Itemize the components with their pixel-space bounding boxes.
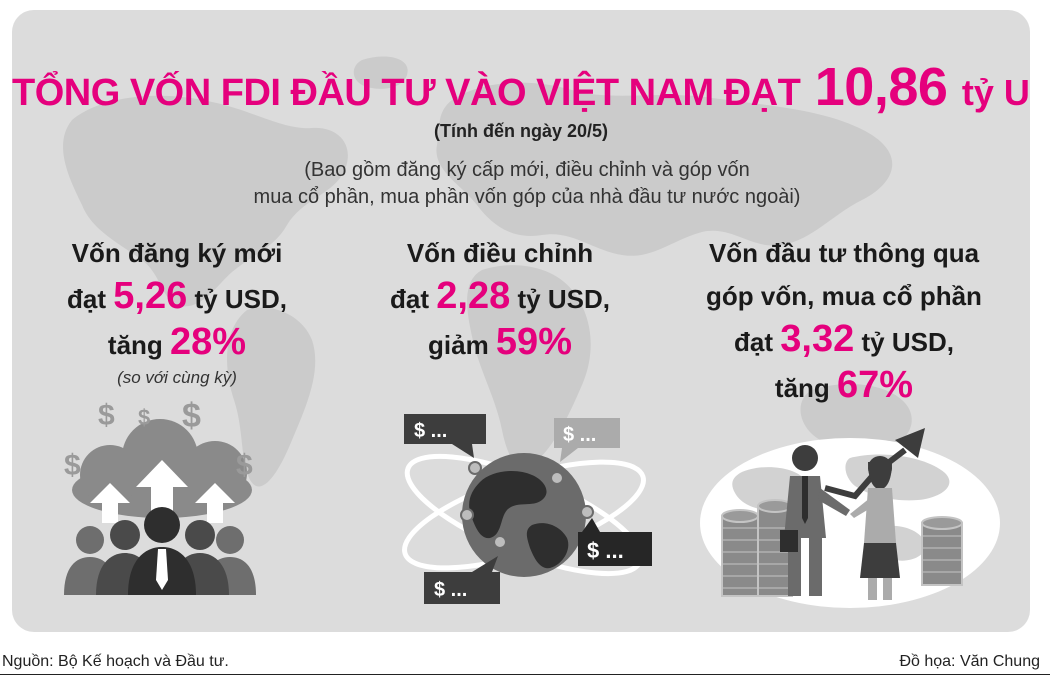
- reach-word: đạt: [67, 284, 107, 314]
- new-registration-change: 28%: [170, 321, 247, 363]
- share-purchase-heading-line1: Vốn đầu tư thông qua: [708, 238, 980, 268]
- adjusted-capital-change: 59%: [495, 321, 572, 363]
- money-bubble-top-left: $ ...: [404, 414, 486, 458]
- title-prefix: TỔNG VỐN FDI ĐẦU TƯ VÀO VIỆT NAM ĐẠT: [12, 72, 801, 114]
- globe-illustration: $ ... $ ... $ ... $ ...: [402, 414, 652, 604]
- change-word: tăng: [107, 330, 163, 360]
- date-note: (Tính đến ngày 20/5): [433, 121, 609, 141]
- dollar-sign-2: $: [138, 405, 150, 430]
- scope-note-line1: (Bao gồm đăng ký cấp mới, điều chỉnh và …: [304, 159, 750, 181]
- businessman-icon: [780, 445, 850, 596]
- reach-word: đạt: [390, 284, 430, 314]
- money-bubble-bottom-right: $ ...: [578, 518, 652, 566]
- growth-arrow-icon: [895, 428, 925, 458]
- new-registration-block: Vốn đăng ký mới đạt 5,26 tỷ USD, tăng 28…: [32, 232, 322, 389]
- world-map-background: [63, 56, 912, 487]
- new-registration-value: 5,26: [113, 275, 188, 317]
- handshake-illustration: [700, 428, 1000, 608]
- scope-note-line2: mua cổ phần, mua phần vốn góp của nhà đầ…: [253, 186, 801, 208]
- adjusted-capital-heading: Vốn điều chỉnh: [406, 238, 594, 268]
- share-purchase-heading-line2: góp vốn, mua cổ phần: [706, 281, 982, 311]
- graphic-credit: Đồ họa: Văn Chung: [899, 653, 1040, 670]
- bubble-text: $ ...: [563, 424, 596, 446]
- bubble-text: $ ...: [414, 420, 447, 442]
- dollar-sign-3: $: [182, 397, 201, 435]
- share-purchase-change: 67%: [837, 364, 914, 406]
- unit-label: tỷ USD,: [517, 284, 610, 314]
- money-bubble-bottom-left: $ ...: [424, 556, 500, 604]
- adjusted-capital-value: 2,28: [436, 275, 511, 317]
- reach-word: đạt: [734, 327, 774, 357]
- adjusted-capital-block: Vốn điều chỉnh đạt 2,28 tỷ USD, giảm 59%: [350, 232, 650, 367]
- infographic-card: TỔNG VỐN FDI ĐẦU TƯ VÀO VIỆT NAM ĐẠT 10,…: [12, 10, 1030, 632]
- arrow-up-icon: [195, 483, 235, 523]
- share-purchase-block: Vốn đầu tư thông qua góp vốn, mua cổ phầ…: [674, 232, 1014, 410]
- money-bubble-top-right: $ ...: [554, 418, 620, 462]
- investors-illustration: $ $ $ $ $: [64, 397, 256, 595]
- change-word: giảm: [428, 330, 489, 360]
- title-value: 10,86: [814, 57, 948, 117]
- share-purchase-change-line: tăng 67%: [674, 364, 1014, 410]
- share-purchase-value: 3,32: [780, 318, 855, 360]
- dollar-sign-5: $: [236, 449, 253, 482]
- businesswoman-icon: [850, 456, 900, 600]
- unit-label: tỷ USD,: [194, 284, 287, 314]
- scope-note: (Bao gồm đăng ký cấp mới, điều chỉnh và …: [182, 157, 872, 211]
- bubble-text: $ ...: [587, 538, 624, 563]
- unit-label: tỷ USD,: [861, 327, 954, 357]
- change-word: tăng: [774, 373, 830, 403]
- new-registration-change-line: tăng 28%: [32, 321, 322, 367]
- source-note: Nguồn: Bộ Kế hoạch và Đầu tư.: [2, 653, 229, 670]
- arrow-up-icon: [90, 483, 130, 523]
- new-registration-value-line: đạt 5,26 tỷ USD,: [32, 275, 322, 321]
- comparison-note: (so với cùng kỳ): [117, 368, 237, 387]
- arrow-up-icon: [136, 460, 188, 520]
- adjusted-capital-change-line: giảm 59%: [350, 321, 650, 367]
- dollar-sign-4: $: [64, 449, 81, 482]
- new-registration-heading: Vốn đăng ký mới: [71, 238, 283, 268]
- main-title: TỔNG VỐN FDI ĐẦU TƯ VÀO VIỆT NAM ĐẠT 10,…: [12, 56, 1030, 118]
- dollar-sign-1: $: [98, 399, 115, 432]
- adjusted-capital-value-line: đạt 2,28 tỷ USD,: [350, 275, 650, 321]
- share-purchase-value-line: đạt 3,32 tỷ USD,: [674, 318, 1014, 364]
- title-unit: tỷ USD: [961, 72, 1030, 113]
- bubble-text: $ ...: [434, 579, 467, 601]
- coin-stack-right-icon: [921, 516, 963, 586]
